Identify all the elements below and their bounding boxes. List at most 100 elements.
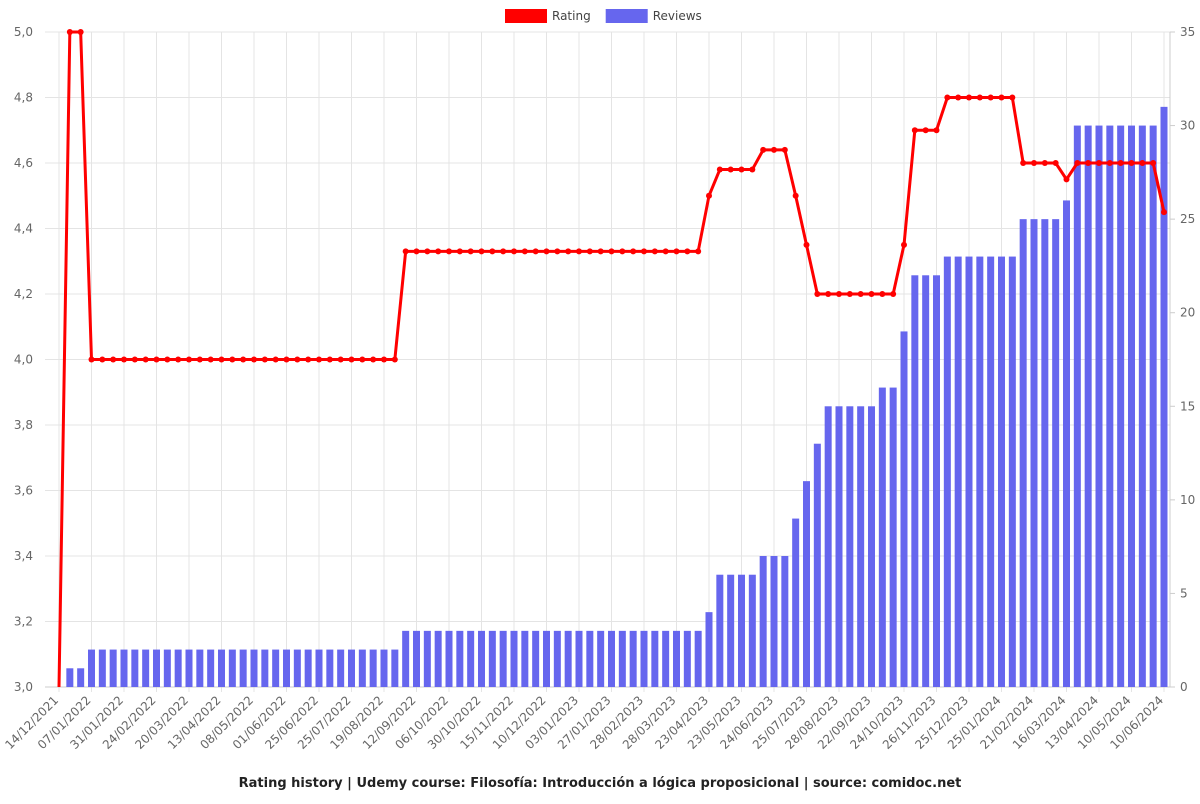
y-tick-label: 4,4 bbox=[14, 222, 33, 236]
bar bbox=[803, 481, 810, 687]
bar bbox=[228, 649, 236, 687]
bar bbox=[1095, 125, 1103, 688]
bar bbox=[304, 649, 312, 687]
bar bbox=[283, 649, 290, 687]
rating-point bbox=[532, 248, 539, 255]
rating-point bbox=[543, 248, 550, 255]
bar bbox=[1008, 256, 1016, 687]
bar bbox=[694, 630, 702, 687]
bar bbox=[218, 649, 225, 687]
rating-point bbox=[489, 248, 496, 255]
y-tick-label: 4,0 bbox=[14, 353, 33, 367]
rating-point bbox=[868, 291, 875, 297]
legend-swatch bbox=[505, 9, 547, 23]
bar bbox=[499, 630, 507, 687]
rating-point bbox=[1031, 160, 1037, 166]
rating-point bbox=[391, 356, 398, 363]
bar bbox=[987, 256, 995, 687]
rating-point bbox=[565, 248, 572, 255]
rating-point bbox=[1106, 160, 1113, 166]
rating-point bbox=[901, 241, 907, 248]
bar bbox=[911, 275, 919, 687]
rating-point bbox=[142, 356, 149, 363]
rating-point bbox=[413, 248, 420, 255]
bar bbox=[185, 649, 193, 687]
rating-point bbox=[879, 291, 886, 297]
rating-point bbox=[99, 356, 106, 363]
rating-point bbox=[998, 94, 1005, 101]
rating-point bbox=[402, 248, 409, 255]
bar bbox=[813, 443, 821, 687]
bar bbox=[1073, 125, 1081, 688]
bar bbox=[1138, 125, 1146, 688]
bar bbox=[1106, 125, 1114, 688]
bar bbox=[456, 630, 464, 687]
bar bbox=[586, 630, 594, 687]
bar bbox=[109, 649, 117, 687]
rating-point bbox=[121, 356, 127, 363]
bar bbox=[413, 630, 420, 687]
rating-point bbox=[727, 166, 734, 173]
rating-point bbox=[240, 356, 247, 363]
rating-point bbox=[1063, 176, 1070, 183]
rating-point bbox=[922, 127, 929, 134]
rating-point bbox=[987, 94, 994, 101]
bar bbox=[369, 649, 377, 687]
bar bbox=[77, 668, 85, 687]
bar bbox=[846, 406, 854, 687]
y-tick-label: 3,6 bbox=[14, 484, 33, 498]
y2-tick-label: 25 bbox=[1180, 212, 1195, 226]
rating-point bbox=[326, 356, 333, 363]
bar bbox=[770, 556, 778, 687]
rating-point bbox=[511, 248, 517, 255]
bar bbox=[174, 649, 182, 687]
legend-label: Rating bbox=[552, 9, 591, 23]
rating-point bbox=[467, 248, 474, 255]
rating-point bbox=[1096, 160, 1102, 166]
bar bbox=[553, 630, 561, 687]
rating-point bbox=[500, 248, 507, 255]
bar bbox=[705, 612, 713, 687]
bar bbox=[272, 649, 280, 687]
bar bbox=[759, 556, 767, 687]
rating-point bbox=[294, 356, 301, 363]
rating-point bbox=[359, 356, 366, 363]
bar bbox=[878, 387, 886, 687]
rating-point bbox=[305, 356, 312, 363]
bar bbox=[868, 406, 875, 687]
bar bbox=[748, 574, 756, 687]
rating-point bbox=[803, 241, 810, 248]
bar bbox=[954, 256, 962, 687]
rating-point bbox=[1041, 160, 1048, 166]
y-tick-label: 3,8 bbox=[14, 418, 33, 432]
rating-point bbox=[911, 127, 918, 134]
rating-point bbox=[1085, 160, 1092, 166]
rating-point bbox=[608, 248, 615, 255]
bar bbox=[207, 649, 215, 687]
y2-tick-label: 10 bbox=[1180, 493, 1195, 507]
rating-point bbox=[716, 166, 723, 173]
rating-point bbox=[944, 94, 951, 101]
rating-point bbox=[1074, 160, 1081, 166]
bar bbox=[293, 649, 301, 687]
rating-point bbox=[88, 356, 95, 363]
y-tick-label: 3,0 bbox=[14, 680, 33, 694]
rating-point bbox=[1150, 160, 1157, 166]
bar bbox=[673, 630, 680, 687]
rating-point bbox=[283, 356, 290, 363]
rating-point bbox=[1139, 160, 1146, 166]
rating-point bbox=[857, 291, 864, 297]
y-tick-label: 3,4 bbox=[14, 549, 33, 563]
bar bbox=[261, 649, 269, 687]
rating-point bbox=[131, 356, 138, 363]
bar bbox=[1117, 125, 1125, 688]
bar bbox=[889, 387, 897, 687]
rating-point bbox=[825, 291, 832, 297]
rating-point bbox=[955, 94, 962, 101]
rating-point bbox=[695, 248, 702, 255]
bar bbox=[391, 649, 399, 687]
y2-tick-label: 35 bbox=[1180, 25, 1195, 39]
bar bbox=[1030, 219, 1038, 687]
rating-point bbox=[1020, 160, 1027, 166]
bar bbox=[467, 630, 475, 687]
